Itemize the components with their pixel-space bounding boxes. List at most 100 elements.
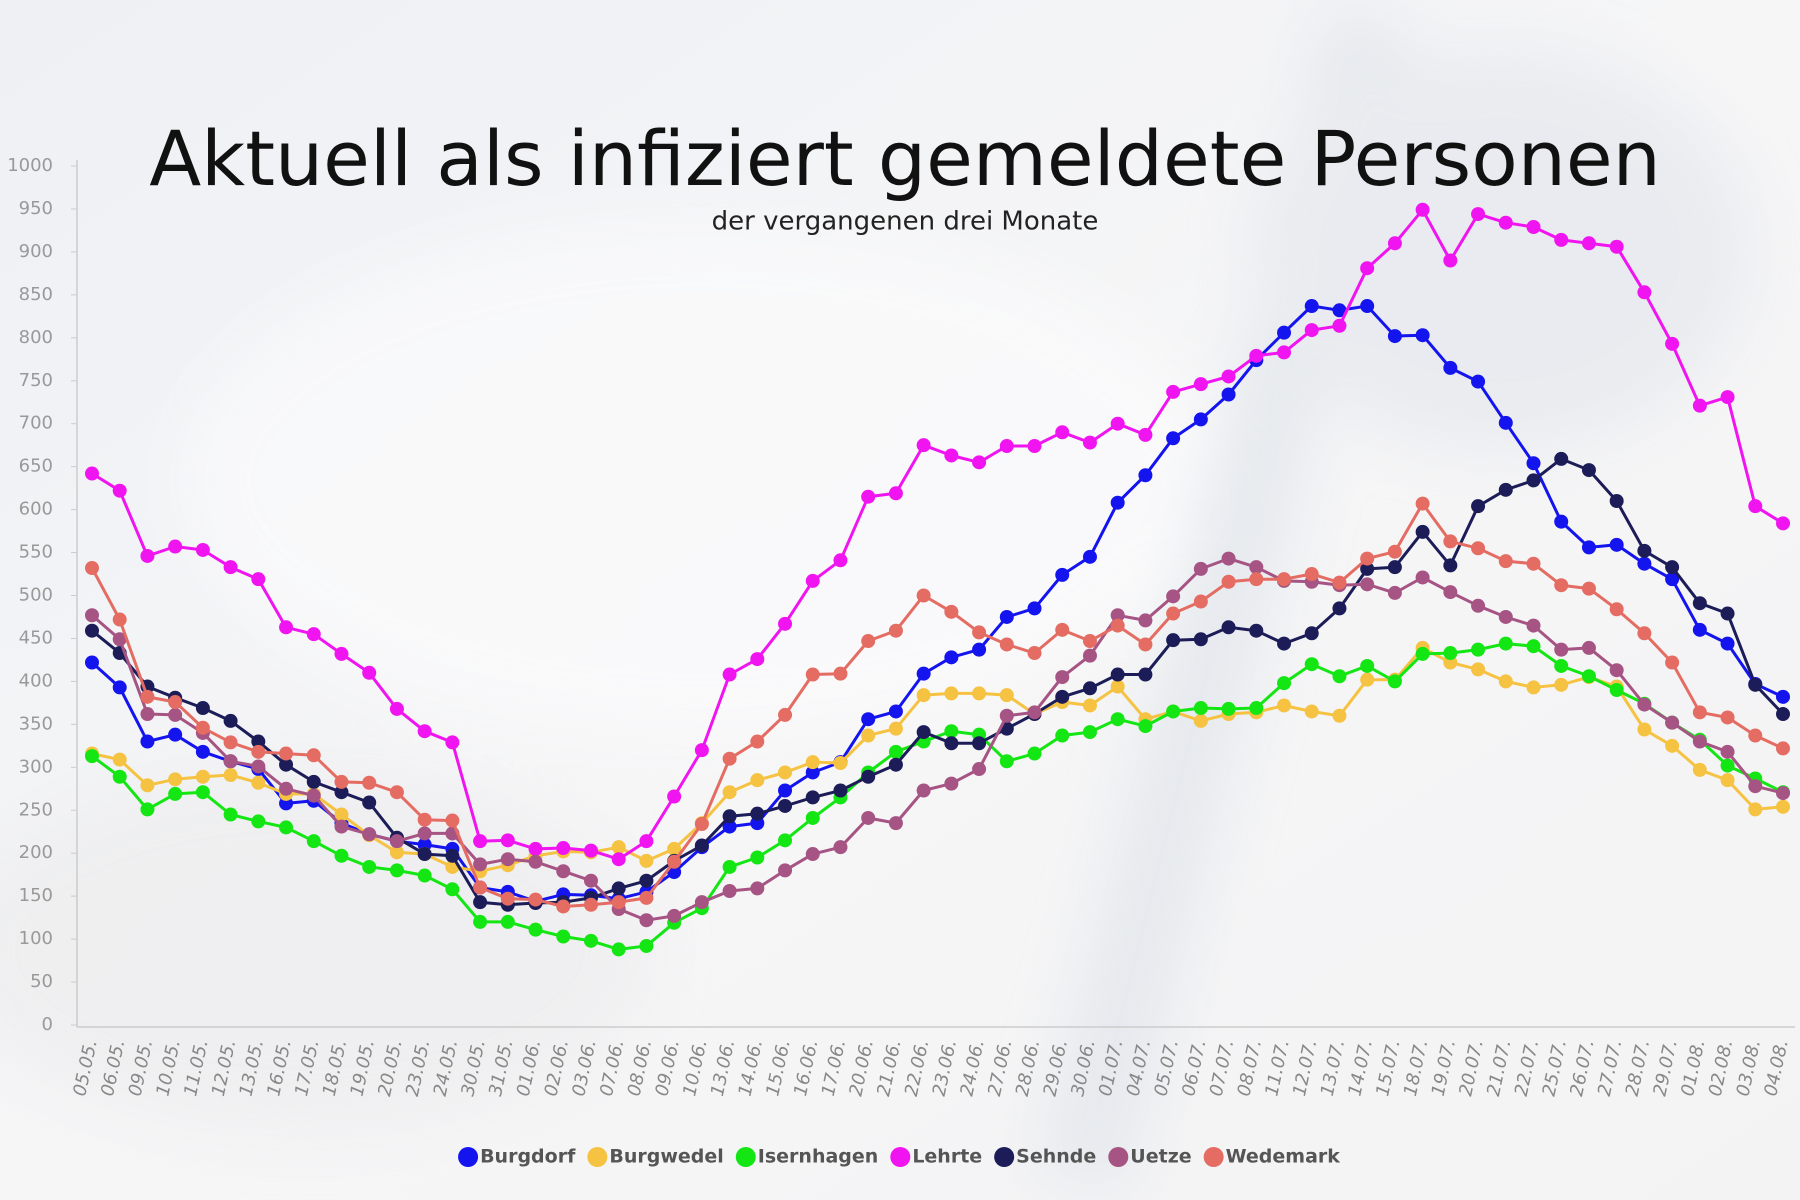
data-point [972, 762, 987, 777]
data-point [1221, 701, 1236, 716]
y-tick-label: 0 [42, 1014, 53, 1035]
data-point [1166, 633, 1181, 648]
data-point [1637, 285, 1652, 300]
data-point [1665, 738, 1680, 753]
data-point [583, 873, 598, 888]
data-point [1332, 303, 1347, 318]
data-point [888, 757, 903, 772]
data-point [1443, 253, 1458, 268]
data-point [1471, 374, 1486, 389]
legend-label: Isernhagen [758, 1146, 879, 1168]
data-point [1332, 318, 1347, 333]
data-point [1277, 676, 1292, 691]
data-point [195, 542, 210, 557]
data-point [944, 650, 959, 665]
data-point [1665, 560, 1680, 575]
data-point [1720, 744, 1735, 759]
data-point [1110, 495, 1125, 510]
data-point [1082, 725, 1097, 740]
data-point [556, 841, 571, 856]
data-point [1110, 608, 1125, 623]
data-point [168, 772, 183, 787]
data-point [611, 852, 626, 867]
data-point [888, 623, 903, 638]
legend-item: Wedemark [1203, 1146, 1340, 1168]
data-point [85, 749, 99, 764]
data-point [1554, 658, 1569, 673]
data-point [1304, 626, 1319, 641]
data-point [1637, 697, 1652, 712]
y-tick-label: 800 [19, 327, 53, 348]
data-point [1360, 561, 1375, 576]
data-point [306, 748, 321, 763]
data-point [916, 438, 931, 453]
data-point [1637, 556, 1652, 571]
data-point [1387, 329, 1402, 344]
data-point [1554, 514, 1569, 529]
data-point [1665, 715, 1680, 730]
data-point [1332, 669, 1347, 684]
data-point [112, 769, 127, 784]
data-point [1665, 655, 1680, 670]
data-point [1387, 585, 1402, 600]
data-point [972, 625, 987, 640]
data-point [473, 895, 488, 910]
y-tick-label: 750 [19, 370, 53, 391]
data-point [1748, 499, 1763, 514]
data-point [1277, 636, 1292, 651]
data-point [473, 857, 488, 872]
data-point [1581, 640, 1596, 655]
data-point [1277, 698, 1292, 713]
data-point [334, 774, 349, 789]
data-point [140, 707, 155, 722]
legend-label: Uetze [1130, 1146, 1191, 1168]
data-point [1110, 712, 1125, 727]
data-point [1748, 677, 1763, 692]
data-point [833, 553, 848, 568]
data-point [1138, 613, 1153, 628]
data-point [195, 701, 210, 716]
data-point [778, 765, 793, 780]
data-point [85, 561, 99, 576]
data-point [362, 665, 377, 680]
data-point [1221, 620, 1236, 635]
data-point [168, 539, 183, 554]
data-point [583, 933, 598, 948]
data-point [1138, 719, 1153, 734]
data-point [279, 746, 294, 761]
data-point [1637, 626, 1652, 641]
data-point [1110, 618, 1125, 633]
data-point [1055, 728, 1070, 743]
data-point [916, 688, 931, 703]
data-point [1443, 534, 1458, 549]
data-point [972, 455, 987, 470]
data-point [251, 759, 266, 774]
data-point [833, 666, 848, 681]
data-point [1471, 598, 1486, 613]
data-point [944, 736, 959, 751]
data-point [417, 826, 432, 841]
data-point [861, 489, 876, 504]
y-tick-label: 100 [19, 928, 53, 949]
data-point [1526, 680, 1541, 695]
data-point [1055, 622, 1070, 637]
data-point [1360, 261, 1375, 276]
data-point [1138, 468, 1153, 483]
y-tick-label: 600 [19, 499, 53, 520]
data-point [694, 743, 709, 758]
data-point [722, 667, 737, 682]
data-point [1027, 705, 1042, 720]
data-point [1776, 799, 1790, 814]
data-point [1110, 679, 1125, 694]
data-point [1166, 606, 1181, 621]
data-point [1471, 662, 1486, 677]
data-point [1526, 556, 1541, 571]
data-point [528, 841, 543, 856]
data-point [1720, 773, 1735, 788]
data-point [944, 604, 959, 619]
data-point [1720, 758, 1735, 773]
data-point [279, 620, 294, 635]
background-photo [0, 6, 1750, 1194]
data-point [1554, 677, 1569, 692]
